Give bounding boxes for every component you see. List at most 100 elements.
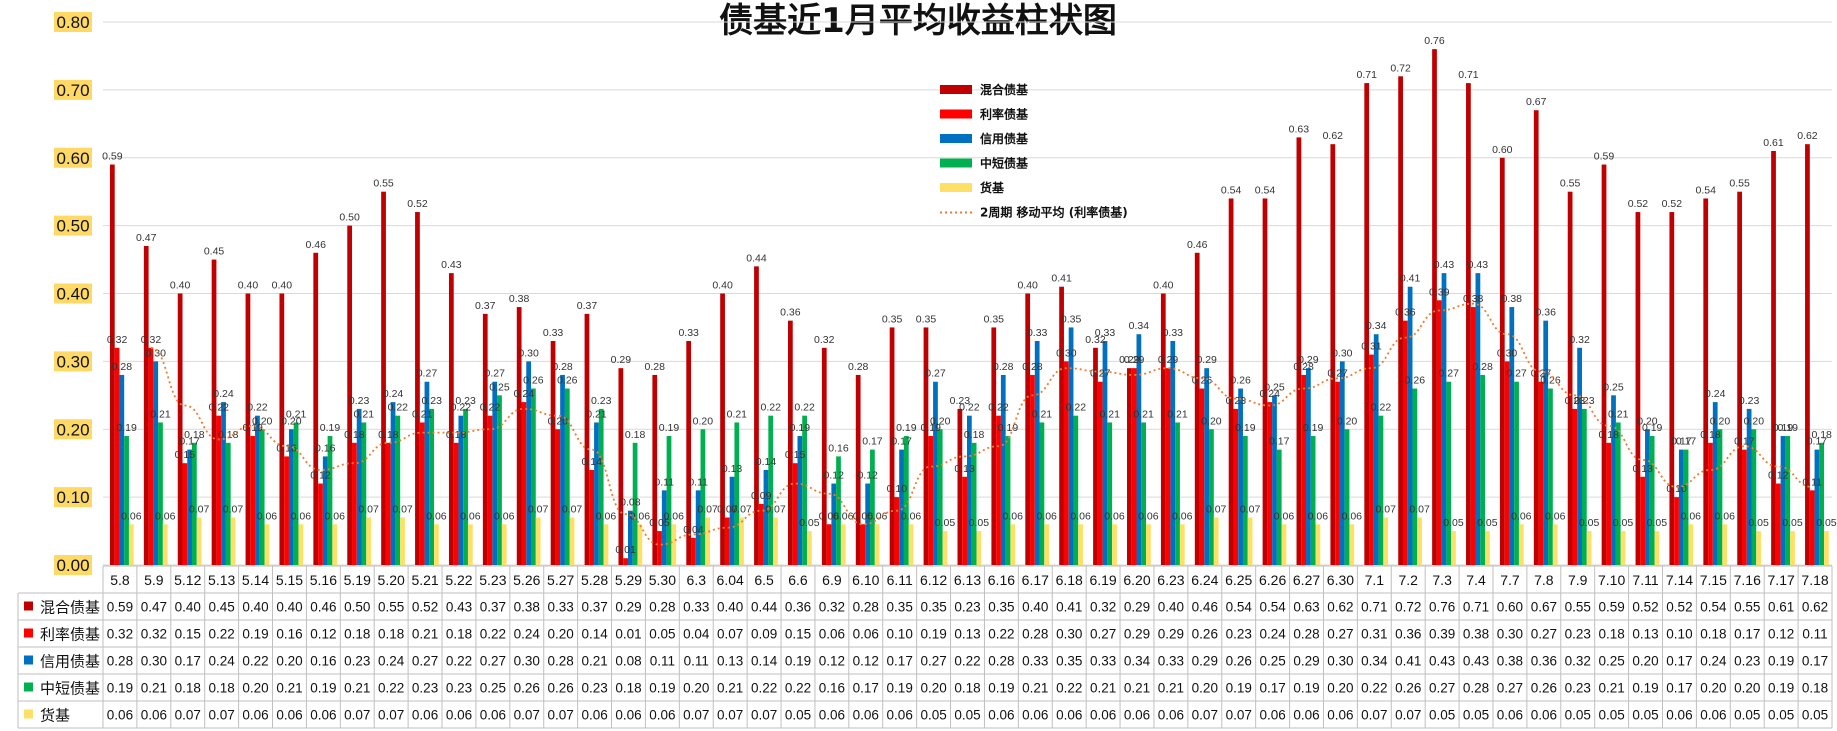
- data-label: 0.06: [1274, 510, 1295, 522]
- data-label: 0.22: [760, 402, 781, 414]
- bar: [119, 374, 125, 565]
- table-cell: 0.23: [954, 600, 980, 615]
- chart-title: 债基近1月平均收益柱状图: [719, 1, 1117, 41]
- data-label: 0.21: [354, 408, 375, 420]
- data-label: 0.18: [1700, 429, 1721, 441]
- table-cell: 0.19: [310, 681, 336, 696]
- table-cell: 0.39: [1429, 627, 1455, 642]
- data-label: 0.63: [1289, 123, 1310, 135]
- bar: [603, 524, 609, 565]
- data-label: 0.06: [596, 510, 617, 522]
- bar: [124, 436, 129, 565]
- data-label: 0.33: [543, 327, 564, 339]
- table-cell: 0.43: [446, 600, 472, 615]
- bar: [1373, 334, 1379, 565]
- table-cell: 0.19: [242, 627, 268, 642]
- category-label: 7.8: [1534, 572, 1554, 588]
- table-cell: 0.17: [853, 681, 879, 696]
- bar: [637, 524, 643, 565]
- data-label: 0.21: [1100, 408, 1121, 420]
- bar: [1417, 517, 1422, 565]
- table-cell: 0.55: [378, 600, 404, 615]
- data-label: 0.28: [1472, 361, 1493, 373]
- bar: [1039, 422, 1045, 565]
- table-cell: 0.20: [242, 681, 268, 696]
- bar: [298, 524, 304, 565]
- data-label: 0.28: [1022, 361, 1043, 373]
- data-label: 0.06: [1104, 510, 1125, 522]
- table-cell: 0.07: [751, 708, 777, 723]
- data-label: 0.01: [615, 544, 636, 556]
- bar: [933, 381, 938, 565]
- data-label: 0.06: [494, 510, 515, 522]
- bar: [1339, 361, 1345, 565]
- bar: [1649, 436, 1655, 565]
- data-label: 0.21: [412, 408, 433, 420]
- bar: [1509, 307, 1515, 565]
- data-label: 0.05: [1613, 517, 1634, 529]
- table-cell: 0.59: [107, 600, 133, 615]
- data-label: 0.20: [930, 415, 951, 427]
- data-label: 0.23: [349, 395, 370, 407]
- bar: [288, 429, 294, 565]
- table-cell: 0.28: [988, 654, 1014, 669]
- table-cell: 0.17: [887, 654, 913, 669]
- table-cell: 0.22: [480, 627, 506, 642]
- data-label: 0.29: [1158, 354, 1179, 366]
- table-cell: 0.20: [920, 681, 946, 696]
- bar: [1741, 449, 1747, 565]
- bar: [1238, 388, 1243, 565]
- category-label: 7.17: [1768, 572, 1795, 588]
- data-label: 0.19: [116, 422, 137, 434]
- table-cell: 0.21: [141, 681, 167, 696]
- table-cell: 0.22: [446, 654, 472, 669]
- bar: [1310, 436, 1316, 565]
- table-cell: 0.16: [310, 654, 336, 669]
- category-label: 5.14: [242, 572, 269, 588]
- table-cell: 0.20: [276, 654, 302, 669]
- table-cell: 0.54: [1259, 600, 1286, 615]
- table-cell: 0.01: [615, 627, 641, 642]
- data-label: 0.19: [790, 422, 811, 434]
- bar: [1683, 449, 1689, 565]
- bar: [632, 442, 638, 565]
- bar: [1708, 442, 1713, 565]
- data-label: 0.06: [121, 510, 142, 522]
- data-label: 0.18: [344, 429, 365, 441]
- data-label: 0.07: [358, 503, 379, 515]
- bar: [976, 531, 982, 565]
- data-label: 0.43: [1434, 259, 1455, 271]
- table-cell: 0.40: [276, 600, 302, 615]
- data-label: 0.35: [984, 313, 1005, 325]
- data-label: 0.06: [1545, 510, 1566, 522]
- data-label: 0.37: [475, 300, 496, 312]
- table-cell: 0.28: [1022, 627, 1048, 642]
- category-label: 5.8: [110, 572, 130, 588]
- data-label: 0.27: [1090, 368, 1111, 380]
- bar: [695, 490, 701, 565]
- bar: [618, 368, 624, 565]
- bar: [1335, 381, 1340, 565]
- data-label: 0.07: [528, 503, 549, 515]
- bar: [1466, 83, 1471, 566]
- bar: [143, 245, 149, 566]
- bar: [1146, 524, 1151, 565]
- table-cell: 0.06: [1259, 708, 1285, 723]
- bar: [957, 408, 963, 565]
- bar: [1078, 524, 1083, 565]
- bar: [366, 517, 372, 565]
- table-cell: 0.40: [242, 600, 268, 615]
- bar: [564, 388, 570, 565]
- data-label: 0.27: [925, 368, 946, 380]
- data-label: 0.41: [1051, 273, 1072, 285]
- bar: [720, 293, 725, 565]
- bar: [1165, 368, 1171, 565]
- bar: [264, 524, 270, 565]
- table-cell: 0.18: [1802, 681, 1828, 696]
- bar: [327, 436, 333, 565]
- bar: [1814, 449, 1820, 565]
- table-cell: 0.05: [1734, 708, 1760, 723]
- table-cell: 0.06: [1158, 708, 1184, 723]
- table-cell: 0.24: [1259, 627, 1286, 642]
